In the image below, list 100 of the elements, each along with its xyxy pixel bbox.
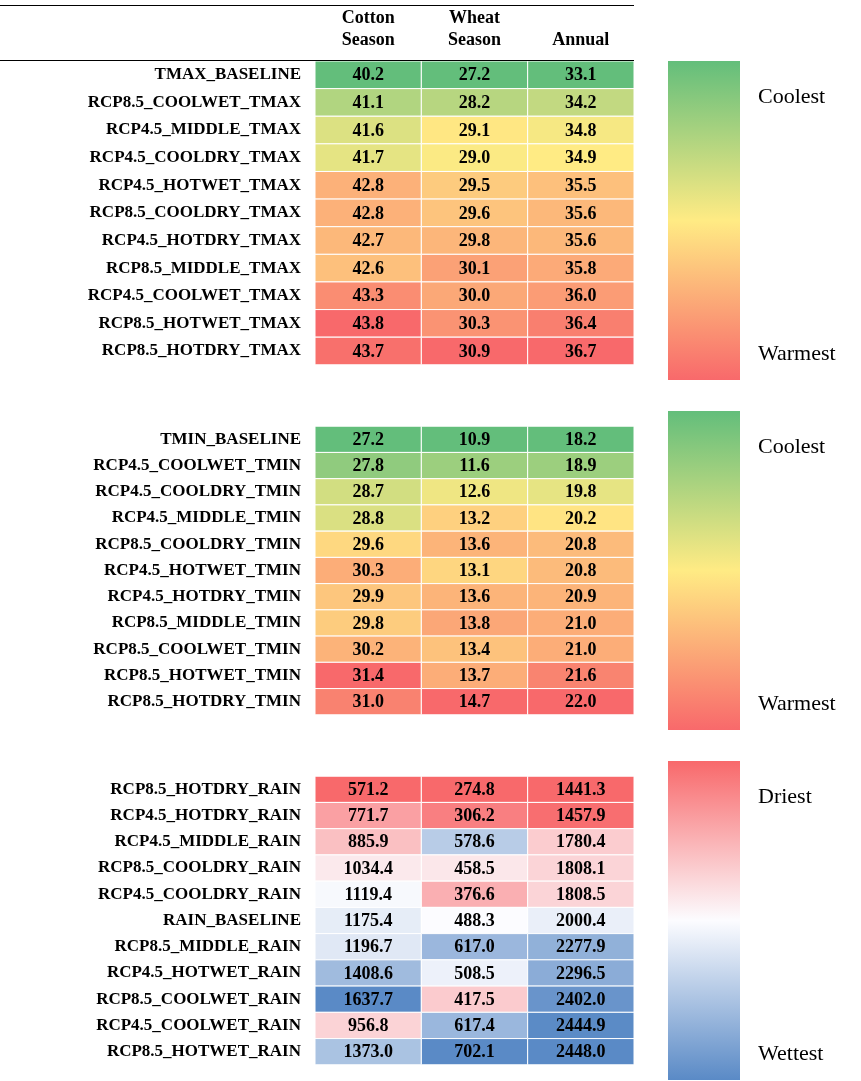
data-label: 1441.3: [556, 778, 606, 799]
data-label: 42.7: [352, 230, 384, 251]
data-label: 1408.6: [343, 962, 393, 983]
data-label: 18.9: [565, 455, 597, 476]
data-label: 20.9: [565, 586, 597, 607]
data-label: 29.8: [352, 612, 384, 633]
y-tick-label: RCP4.5_COOLDRY_TMIN: [95, 481, 302, 501]
data-label: 30.3: [352, 560, 384, 581]
data-label: 36.0: [565, 285, 597, 306]
data-label: 2296.5: [556, 962, 606, 983]
data-label: 306.2: [454, 805, 495, 826]
data-label: 40.2: [352, 64, 384, 85]
data-label: 13.6: [458, 586, 491, 607]
data-label: 42.6: [352, 257, 384, 278]
data-label: 27.2: [352, 428, 384, 449]
data-label: 34.9: [565, 147, 597, 168]
data-label: 19.8: [565, 481, 597, 502]
data-label: 417.5: [454, 988, 495, 1009]
data-label: 42.8: [352, 202, 384, 223]
data-label: 13.6: [458, 533, 491, 554]
data-label: 617.0: [454, 936, 495, 957]
y-tick-label: RCP4.5_HOTDRY_TMAX: [101, 229, 302, 249]
data-label: 30.3: [458, 313, 491, 334]
data-label: 35.8: [565, 257, 597, 278]
y-tick-label: RAIN_BASELINE: [163, 909, 301, 929]
data-label: 13.4: [458, 638, 491, 659]
data-label: 2444.9: [556, 1015, 606, 1036]
y-tick-label: RCP8.5_COOLWET_TMIN: [93, 638, 302, 658]
data-label: 31.0: [352, 691, 384, 712]
data-label: 274.8: [454, 778, 495, 799]
data-label: 35.6: [565, 230, 597, 251]
data-label: 21.0: [565, 612, 597, 633]
data-label: 29.6: [352, 533, 384, 554]
data-label: 1637.7: [343, 988, 393, 1009]
data-label: 1119.4: [344, 883, 392, 904]
data-label: 488.3: [454, 910, 495, 931]
y-tick-label: RCP8.5_COOLWET_TMAX: [87, 91, 302, 111]
y-tick-label: TMAX_BASELINE: [154, 64, 301, 84]
data-label: 42.8: [352, 174, 384, 195]
y-tick-label: RCP8.5_HOTWET_TMAX: [98, 312, 302, 332]
data-label: 30.0: [458, 285, 491, 306]
data-label: 1196.7: [343, 936, 393, 957]
text: Warmest: [758, 690, 836, 716]
data-label: 20.2: [565, 507, 597, 528]
data-label: 885.9: [347, 831, 389, 852]
y-tick-label: RCP4.5_COOLDRY_TMAX: [89, 147, 302, 167]
data-label: 31.4: [352, 665, 384, 686]
data-label: 956.8: [347, 1015, 389, 1036]
data-label: 28.7: [352, 481, 384, 502]
y-tick-label: RCP4.5_HOTDRY_RAIN: [110, 804, 302, 824]
y-tick-label: RCP4.5_HOTWET_TMIN: [104, 559, 302, 579]
data-label: 376.6: [454, 883, 495, 904]
y-tick-label: RCP8.5_MIDDLE_TMAX: [105, 257, 302, 277]
y-tick-label: TMIN_BASELINE: [160, 428, 301, 448]
text: Warmest: [758, 340, 836, 366]
data-label: 2448.0: [556, 1041, 606, 1062]
data-label: 20.8: [565, 560, 597, 581]
y-tick-label: RCP8.5_HOTWET_RAIN: [106, 1041, 302, 1061]
y-tick-label: RCP4.5_MIDDLE_RAIN: [114, 831, 302, 851]
data-label: 1808.1: [556, 857, 606, 878]
data-label: 508.5: [454, 962, 495, 983]
data-label: 35.6: [565, 202, 597, 223]
x-tick-label: Annual: [552, 28, 610, 49]
data-label: 29.9: [352, 586, 384, 607]
y-tick-label: RCP4.5_HOTDRY_TMIN: [107, 586, 302, 606]
data-label: 27.2: [458, 64, 491, 85]
data-label: 13.2: [458, 507, 491, 528]
y-tick-label: RCP8.5_COOLDRY_RAIN: [98, 857, 302, 877]
data-label: 1175.4: [343, 910, 393, 931]
y-tick-label: RCP8.5_HOTDRY_TMIN: [107, 691, 302, 711]
data-label: 43.8: [352, 313, 384, 334]
data-label: 29.5: [458, 174, 491, 195]
data-label: 578.6: [454, 831, 495, 852]
data-label: 21.0: [565, 638, 597, 659]
data-label: 13.8: [458, 612, 491, 633]
text: Coolest: [758, 433, 826, 459]
data-label: 14.7: [458, 691, 491, 712]
data-label: 33.1: [565, 64, 597, 85]
data-label: 13.1: [458, 560, 491, 581]
data-label: 20.8: [565, 533, 597, 554]
y-tick-label: RCP8.5_MIDDLE_RAIN: [114, 936, 302, 956]
data-label: 30.1: [458, 257, 491, 278]
data-label: 22.0: [565, 691, 597, 712]
data-label: 21.6: [565, 665, 597, 686]
data-label: 29.6: [458, 202, 491, 223]
data-label: 13.7: [458, 665, 491, 686]
data-label: 1808.5: [556, 883, 606, 904]
text: Coolest: [758, 83, 826, 109]
data-label: 2402.0: [556, 988, 606, 1009]
y-tick-label: RCP8.5_HOTWET_TMIN: [104, 664, 302, 684]
y-tick-label: RCP4.5_COOLWET_RAIN: [96, 1014, 302, 1034]
data-label: 12.6: [458, 481, 491, 502]
x-tick-label: Cotton Season: [341, 7, 395, 49]
data-label: 1034.4: [343, 857, 393, 878]
data-label: 35.5: [565, 174, 597, 195]
y-tick-label: RCP8.5_COOLWET_RAIN: [96, 988, 302, 1008]
data-label: 617.4: [454, 1015, 495, 1036]
y-tick-label: RCP4.5_HOTWET_RAIN: [106, 962, 302, 982]
data-label: 571.2: [347, 778, 389, 799]
data-label: 43.7: [352, 340, 384, 361]
